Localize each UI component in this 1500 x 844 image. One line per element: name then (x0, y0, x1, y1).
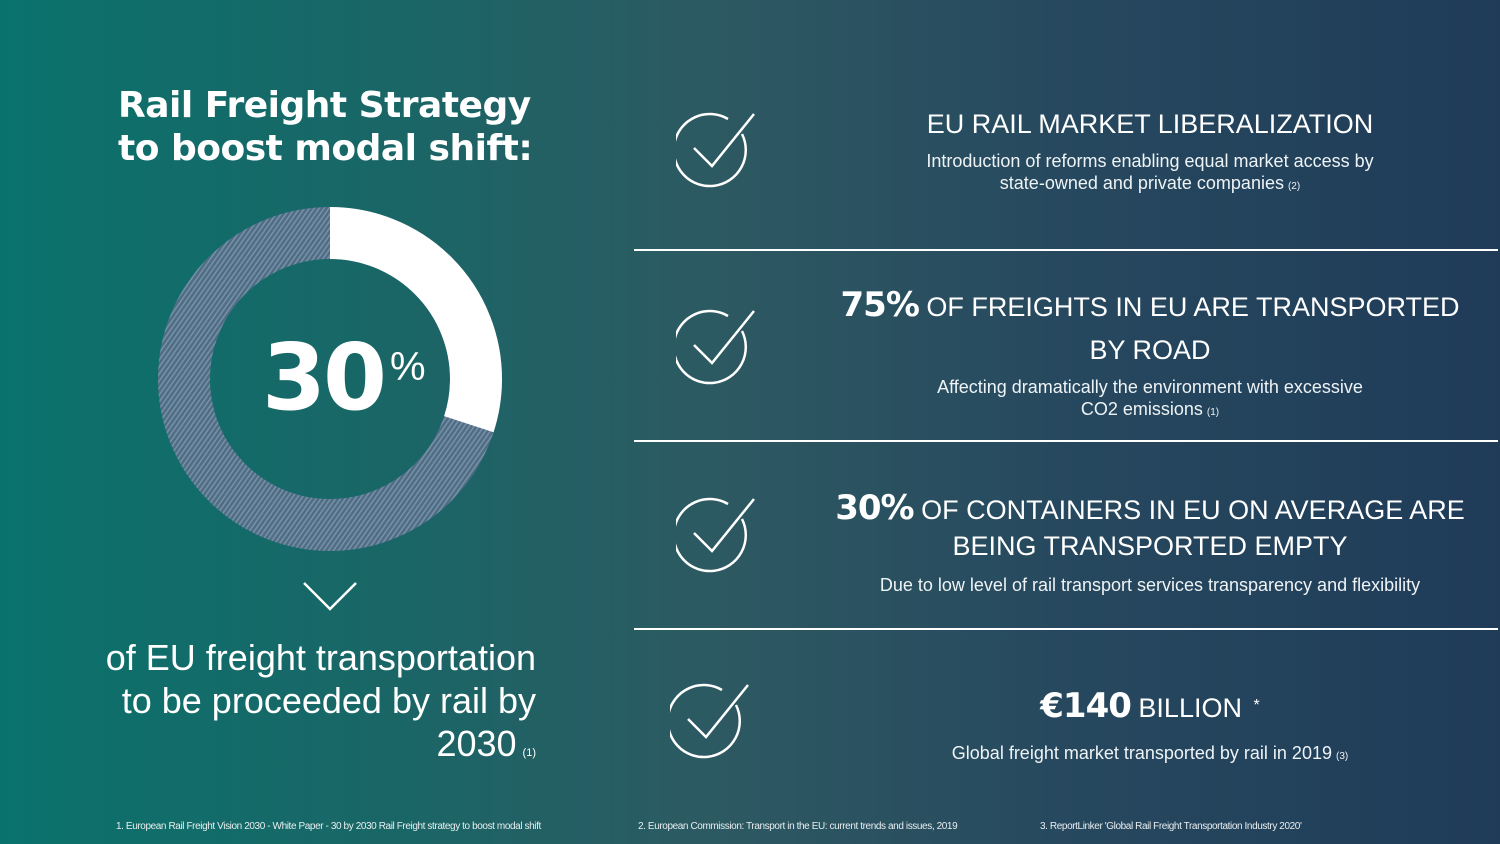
item-desc-text: state-owned and private companies (999, 173, 1284, 193)
check-circle-icon (676, 497, 755, 573)
divider (634, 440, 1498, 442)
item-title-text: OF CONTAINERS IN EU ON AVERAGE ARE BEING… (921, 495, 1465, 561)
item-description: Due to low level of rail transport servi… (820, 574, 1480, 596)
goal-year: 2030 (436, 723, 517, 764)
item-highlight: 30% (835, 488, 914, 528)
rail-share-donut (158, 207, 502, 551)
item-ref: (2) (1287, 181, 1301, 192)
goal-ref: (1) (522, 747, 536, 759)
goal-text: of EU freight transportation to be proce… (106, 636, 536, 775)
item-description: Introduction of reforms enabling equal m… (800, 150, 1500, 198)
item-market-liberalization: EU RAIL MARKET LIBERALIZATION Introducti… (800, 106, 1500, 198)
share-number: 30 (262, 324, 387, 431)
footnotes: 1. European Rail Freight Vision 2030 - W… (0, 821, 1500, 837)
item-title: 30% OF CONTAINERS IN EU ON AVERAGE ARE B… (820, 490, 1480, 564)
item-desc-line-2: state-owned and private companies (2) (800, 172, 1500, 198)
item-desc-line-2: CO2 emissions (1) (820, 398, 1480, 424)
item-highlight: €140 (1040, 686, 1132, 726)
item-desc-text: CO2 emissions (1080, 399, 1203, 419)
item-title-text: BILLION (1138, 693, 1242, 723)
item-desc-text: Global freight market transported by rai… (951, 743, 1332, 763)
check-circle-icon (676, 112, 755, 188)
footnote-3: 3. ReportLinker 'Global Rail Freight Tra… (1040, 821, 1302, 832)
item-ref: (1) (1206, 407, 1220, 418)
item-ref: (3) (1335, 751, 1349, 762)
item-desc-line-1: Affecting dramatically the environment w… (937, 377, 1363, 397)
goal-line-2: to be proceeded by rail by (121, 680, 536, 721)
item-road-freight: 75% OF FREIGHTS IN EU ARE TRANSPORTED BY… (820, 284, 1480, 424)
share-percent-sign: % (390, 345, 426, 389)
check-circle-icon (670, 683, 749, 759)
divider (634, 249, 1498, 251)
item-title-text: OF FREIGHTS IN EU ARE TRANSPORTED BY ROA… (926, 292, 1460, 365)
item-desc-line-1: Due to low level of rail transport servi… (879, 575, 1421, 595)
footnote-1: 1. European Rail Freight Vision 2030 - W… (116, 821, 541, 832)
divider (634, 628, 1498, 630)
chevron-down-icon (303, 582, 357, 611)
footnote-2: 2. European Commission: Transport in the… (638, 821, 958, 832)
donut-rail-share-arc (158, 207, 502, 551)
item-title: EU RAIL MARKET LIBERALIZATION (926, 109, 1374, 139)
item-title: €140 BILLION * (800, 688, 1500, 726)
item-title: 75% OF FREIGHTS IN EU ARE TRANSPORTED BY… (820, 284, 1480, 372)
item-description: Affecting dramatically the environment w… (820, 376, 1480, 424)
item-desc-line-1: Introduction of reforms enabling equal m… (926, 151, 1374, 171)
item-empty-containers: 30% OF CONTAINERS IN EU ON AVERAGE ARE B… (820, 490, 1480, 596)
page-title: Rail Freight Strategy to boost modal shi… (118, 84, 533, 170)
item-asterisk: * (1253, 697, 1260, 714)
title-line-1: Rail Freight Strategy (118, 85, 531, 126)
title-line-2: to boost modal shift: (118, 128, 533, 169)
item-global-market: €140 BILLION * Global freight market tra… (800, 688, 1500, 768)
goal-line-1: of EU freight transportation (105, 637, 536, 678)
item-description: Global freight market transported by rai… (800, 742, 1500, 768)
item-desc-line-1: Global freight market transported by rai… (800, 742, 1500, 768)
item-highlight: 75% (840, 285, 920, 325)
donut-svg (158, 207, 502, 551)
check-circle-icon (676, 309, 755, 385)
goal-line-3: 2030 (1) (106, 722, 536, 775)
